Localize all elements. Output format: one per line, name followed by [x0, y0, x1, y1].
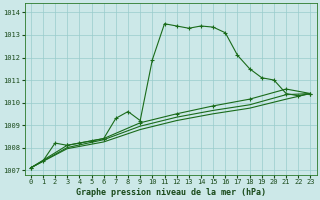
- X-axis label: Graphe pression niveau de la mer (hPa): Graphe pression niveau de la mer (hPa): [76, 188, 266, 197]
